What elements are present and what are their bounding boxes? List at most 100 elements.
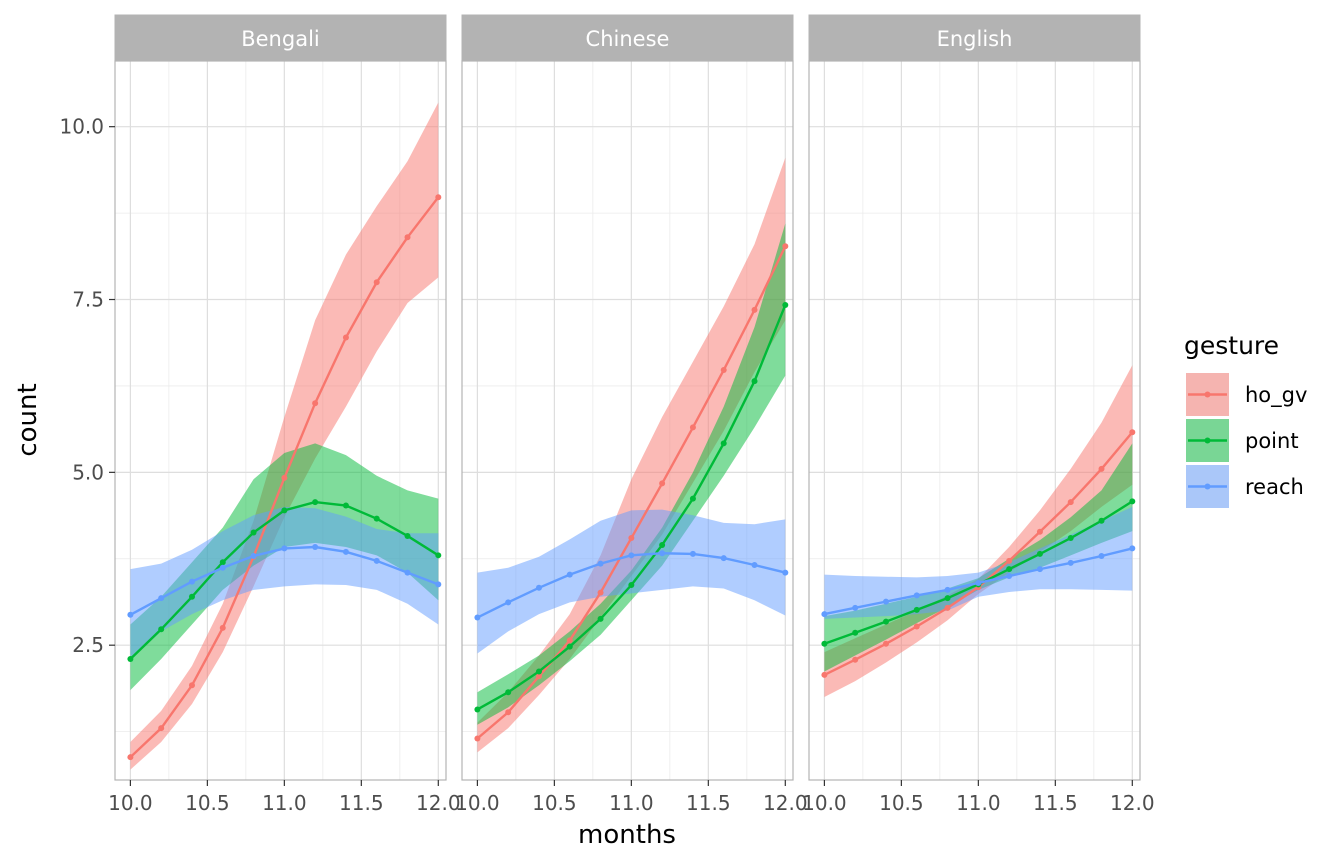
point-ho_gv xyxy=(127,754,134,761)
panel-english: English 10.0 10.5 11.0 11.5 12.0 xyxy=(802,14,1155,815)
point-reach xyxy=(751,561,758,568)
point-ho_gv xyxy=(913,623,920,630)
point-reach xyxy=(505,599,512,606)
point-point xyxy=(1036,550,1043,557)
point-point xyxy=(1098,517,1105,524)
legend-label: ho_gv xyxy=(1245,383,1307,408)
x-tick-label: 10.0 xyxy=(108,791,153,815)
facet-strip xyxy=(114,14,447,62)
point-reach xyxy=(1067,559,1074,566)
legend-item-point: point xyxy=(1186,419,1299,462)
point-point xyxy=(852,629,859,636)
x-tick-label: 11.5 xyxy=(1033,791,1078,815)
point-reach xyxy=(566,571,573,578)
point-point xyxy=(1129,498,1136,505)
point-point xyxy=(689,495,696,502)
point-reach xyxy=(913,592,920,599)
point-point xyxy=(597,615,604,622)
point-ho_gv xyxy=(1129,429,1136,436)
point-reach xyxy=(944,586,951,593)
point-point xyxy=(882,618,889,625)
ribbon-ho_gv xyxy=(130,102,439,770)
ribbon-reach xyxy=(130,506,439,660)
point-reach xyxy=(782,569,789,576)
x-tick-label: 10.5 xyxy=(185,791,230,815)
point-reach xyxy=(342,548,349,555)
point-point xyxy=(474,706,481,713)
point-reach xyxy=(127,611,134,618)
panel-background xyxy=(115,61,446,780)
facet-strip xyxy=(808,14,1141,62)
point-reach xyxy=(404,569,411,576)
point-reach xyxy=(852,604,859,611)
point-reach xyxy=(474,614,481,621)
panel-bengali: Bengali 10.0 10.5 11.0 11.5 12.0 xyxy=(108,14,461,815)
point-reach xyxy=(219,564,226,571)
facet-strip-label: Chinese xyxy=(586,27,670,51)
point-point xyxy=(1067,535,1074,542)
point-reach xyxy=(821,611,828,618)
ribbon-point xyxy=(477,223,786,725)
point-ho_gv xyxy=(628,535,635,542)
point-point xyxy=(342,502,349,509)
ribbon-reach xyxy=(477,509,786,654)
y-axis: 2.5 5.0 7.5 10.0 xyxy=(59,115,115,657)
x-tick-label: 11.0 xyxy=(956,791,1001,815)
point-ho_gv xyxy=(281,474,288,481)
point-point xyxy=(281,507,288,514)
facet-strip-label: Bengali xyxy=(241,27,320,51)
x-tick-label: 10.5 xyxy=(879,791,924,815)
y-tick-label: 7.5 xyxy=(72,288,104,312)
point-point xyxy=(404,532,411,539)
point-point xyxy=(535,668,542,675)
point-point xyxy=(435,552,442,559)
point-reach xyxy=(312,544,319,551)
legend-label: reach xyxy=(1245,475,1304,499)
point-reach xyxy=(1036,566,1043,573)
point-point xyxy=(158,626,165,633)
point-reach xyxy=(250,553,257,560)
point-ho_gv xyxy=(535,673,542,680)
point-point xyxy=(720,440,727,447)
point-point xyxy=(188,593,195,600)
point-point xyxy=(628,582,635,589)
x-tick-label: 11.5 xyxy=(339,791,384,815)
point-reach xyxy=(628,552,635,559)
y-tick-label: 5.0 xyxy=(72,460,104,484)
point-ho_gv xyxy=(720,367,727,374)
point-ho_gv xyxy=(751,306,758,313)
point-ho_gv xyxy=(404,234,411,241)
point-reach xyxy=(882,598,889,605)
point-reach xyxy=(1129,545,1136,552)
point-point xyxy=(373,515,380,522)
point-ho_gv xyxy=(1006,557,1013,564)
legend-key-point xyxy=(1204,391,1211,398)
legend-title: gesture xyxy=(1184,331,1279,360)
y-axis-title: count xyxy=(13,383,43,456)
point-reach xyxy=(659,550,666,557)
point-reach xyxy=(689,550,696,557)
point-ho_gv xyxy=(944,604,951,611)
facet-strip-label: English xyxy=(937,27,1013,51)
point-point xyxy=(250,529,257,536)
point-reach xyxy=(373,557,380,564)
point-reach xyxy=(975,579,982,586)
x-tick-label: 12.0 xyxy=(763,791,808,815)
point-ho_gv xyxy=(566,637,573,644)
point-ho_gv xyxy=(1067,499,1074,506)
x-tick-label: 12.0 xyxy=(1110,791,1155,815)
point-ho_gv xyxy=(435,194,442,201)
point-point xyxy=(751,378,758,385)
x-tick-label: 11.0 xyxy=(609,791,654,815)
point-reach xyxy=(597,560,604,567)
ribbon-reach xyxy=(824,506,1133,619)
point-ho_gv xyxy=(342,334,349,341)
x-tick-label: 10.0 xyxy=(455,791,500,815)
legend-label: point xyxy=(1245,429,1299,453)
point-point xyxy=(1006,566,1013,573)
point-point xyxy=(505,689,512,696)
legend-key-point xyxy=(1204,483,1211,490)
legend-item-reach: reach xyxy=(1186,465,1304,508)
